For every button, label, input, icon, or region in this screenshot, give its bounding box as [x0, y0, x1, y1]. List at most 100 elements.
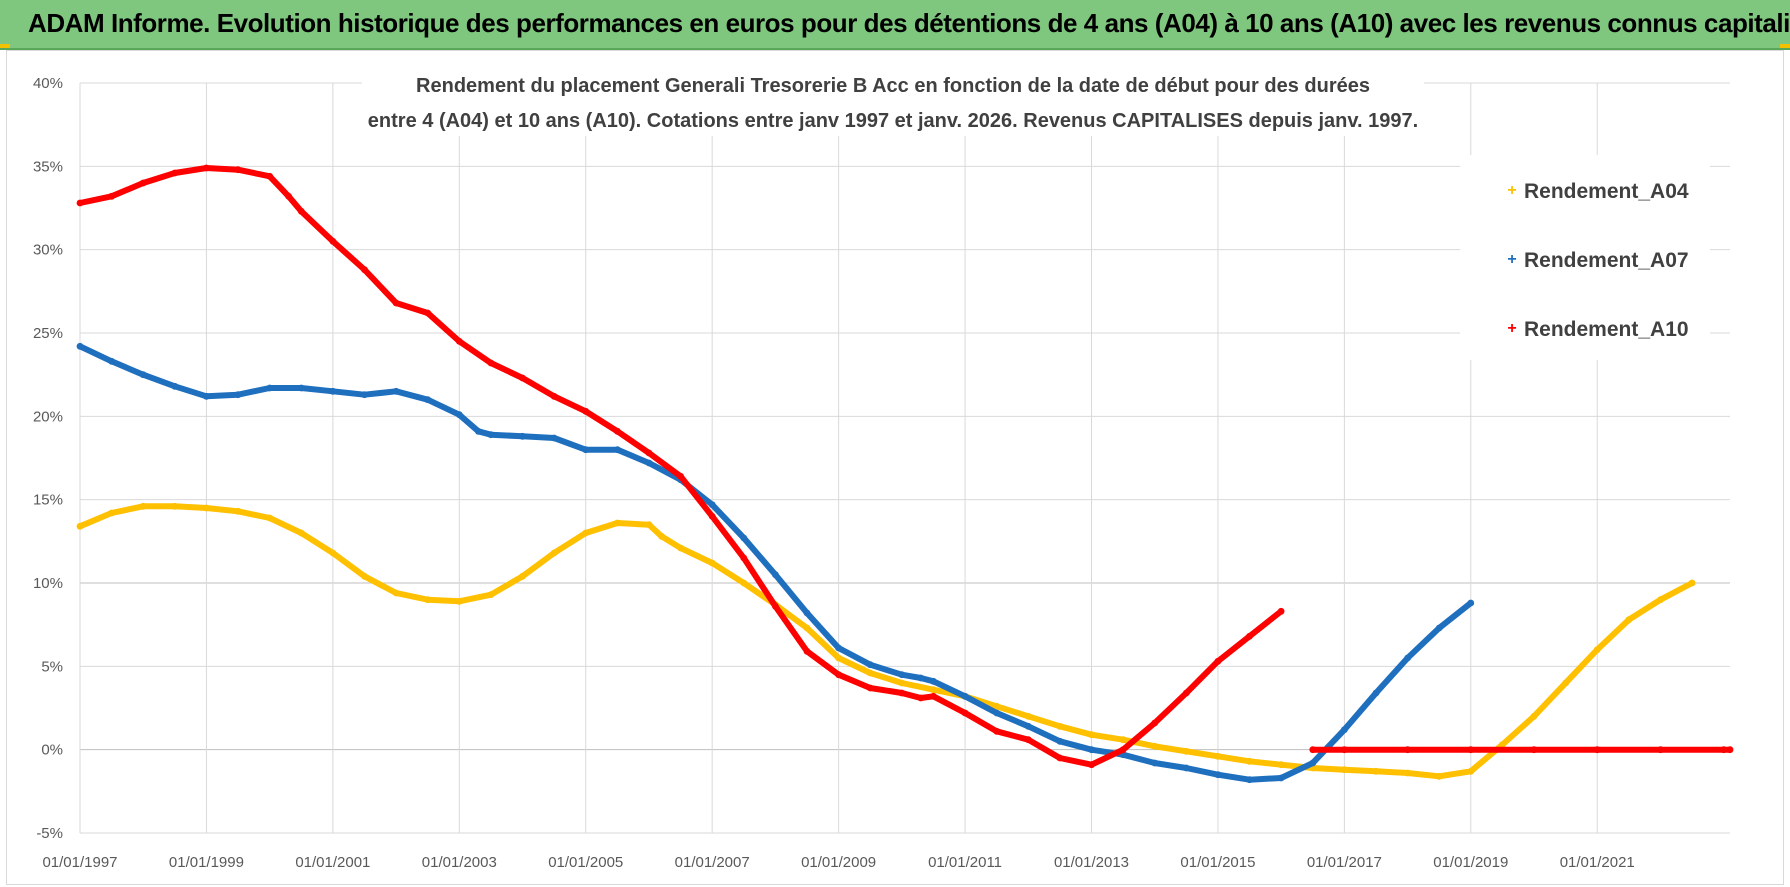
- data-point-a07: [866, 661, 874, 669]
- data-point-a07: [1151, 759, 1159, 767]
- data-point-a10: [1119, 746, 1127, 754]
- data-point-a04: [1499, 741, 1506, 749]
- data-point-a04: [171, 502, 179, 510]
- data-point-a04: [1182, 747, 1190, 755]
- data-point-a07: [803, 609, 811, 617]
- data-point-a04: [866, 669, 874, 677]
- data-point-a10: [993, 727, 1001, 735]
- data-point-a07: [1435, 624, 1443, 632]
- data-point-a04: [803, 624, 811, 632]
- data-point-a04: [139, 502, 147, 510]
- x-tick-label: 01/01/2001: [295, 854, 370, 871]
- x-tick-label: 01/01/1999: [169, 854, 244, 871]
- data-point-a07: [1088, 746, 1095, 754]
- data-point-a07: [645, 459, 653, 467]
- data-point-a10: [645, 449, 653, 457]
- data-point-a10: [917, 694, 925, 702]
- data-point-a10: [1593, 746, 1601, 754]
- data-point-a10: [1182, 689, 1190, 697]
- data-point-a07: [1404, 654, 1411, 662]
- data-point-a10: [1277, 607, 1285, 615]
- data-point-a07: [582, 446, 590, 454]
- y-tick-label: 40%: [33, 75, 63, 92]
- legend-entry-a04: + Rendement_A04: [1507, 180, 1689, 203]
- data-point-a07: [234, 391, 242, 399]
- data-point-a04: [266, 514, 274, 522]
- data-point-a10: [1056, 754, 1064, 762]
- data-point-a04: [1024, 712, 1032, 720]
- y-tick-label: 10%: [33, 575, 63, 592]
- data-point-a07: [1246, 776, 1253, 784]
- y-tick-label: -5%: [36, 825, 63, 842]
- series-line-a07: [77, 343, 1474, 783]
- y-tick-label: 20%: [33, 408, 63, 425]
- data-point-a10: [614, 427, 621, 435]
- data-point-a04: [1088, 731, 1095, 739]
- data-point-a07: [1467, 599, 1475, 607]
- x-tick-label: 01/01/2005: [548, 854, 623, 871]
- series-layer: [76, 164, 1734, 784]
- data-point-a07: [1277, 774, 1285, 782]
- data-point-a10: [1246, 632, 1253, 640]
- data-point-a10: [1726, 746, 1734, 754]
- data-point-a07: [835, 644, 842, 652]
- data-point-a07: [266, 384, 274, 392]
- data-point-a10: [1404, 746, 1411, 754]
- data-point-a04: [361, 572, 368, 580]
- data-point-a07: [1372, 689, 1380, 697]
- data-point-a07: [1056, 737, 1064, 745]
- y-tick-label: 25%: [33, 325, 63, 342]
- data-point-a04: [297, 529, 305, 537]
- legend-background: [1460, 155, 1710, 360]
- data-point-a07: [76, 342, 84, 350]
- data-point-a10: [361, 266, 368, 274]
- data-point-a07: [930, 677, 937, 685]
- axis-labels: 40% 35% 30% 25% 20% 15% 10% 5% 0% -5% 01/01/1997 01…: [33, 75, 1635, 871]
- data-point-a04: [1657, 596, 1664, 604]
- data-point-a07: [740, 534, 748, 542]
- data-point-a10: [1467, 746, 1475, 754]
- data-point-a10: [487, 359, 495, 367]
- data-point-a04: [1372, 767, 1380, 775]
- data-point-a07: [1309, 759, 1317, 767]
- data-point-a10: [803, 647, 811, 655]
- data-point-a10: [1024, 736, 1032, 744]
- data-point-a04: [645, 521, 653, 529]
- data-point-a04: [1562, 679, 1569, 687]
- data-point-a04: [1404, 769, 1411, 777]
- data-point-a10: [108, 192, 115, 200]
- data-point-a10: [866, 684, 874, 692]
- data-point-a04: [203, 504, 210, 512]
- data-point-a04: [455, 597, 463, 605]
- header-bar: ADAM Informe. Evolution historique des p…: [0, 0, 1790, 50]
- data-point-a04: [740, 579, 748, 587]
- data-point-a04: [76, 522, 84, 530]
- legend-marker-a10: +: [1507, 320, 1516, 337]
- data-point-a10: [772, 602, 779, 610]
- data-point-a10: [961, 709, 969, 717]
- legend: + Rendement_A04 + Rendement_A07 + Rendem…: [1460, 155, 1710, 360]
- data-point-a07: [519, 432, 526, 440]
- data-point-a10: [234, 166, 242, 174]
- y-tick-label: 30%: [33, 242, 63, 259]
- grid-lines: [79, 82, 1730, 834]
- header-corner-right: [1780, 44, 1790, 48]
- data-point-a10: [285, 192, 292, 200]
- data-point-a10: [424, 309, 432, 317]
- legend-entry-a07: + Rendement_A07: [1507, 249, 1688, 272]
- data-point-a04: [329, 549, 337, 557]
- data-point-a04: [487, 591, 495, 599]
- data-point-a07: [1024, 722, 1032, 730]
- chart-title-line-1: Rendement du placement Generali Tresorer…: [416, 75, 1370, 97]
- data-point-a10: [266, 172, 274, 180]
- x-tick-label: 01/01/2019: [1433, 854, 1508, 871]
- series-line-a04: [77, 503, 1696, 780]
- data-point-a04: [424, 596, 432, 604]
- data-point-a10: [898, 689, 906, 697]
- data-point-a10: [203, 164, 210, 172]
- data-point-a10: [740, 554, 748, 562]
- data-point-a07: [171, 382, 179, 390]
- data-point-a04: [1435, 772, 1443, 780]
- data-point-a07: [993, 709, 1001, 717]
- data-point-a10: [297, 207, 305, 215]
